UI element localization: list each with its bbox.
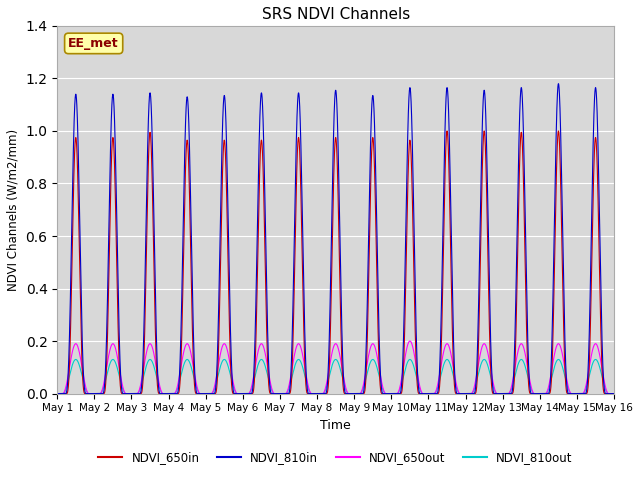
Title: SRS NDVI Channels: SRS NDVI Channels — [262, 7, 410, 22]
X-axis label: Time: Time — [320, 419, 351, 432]
Legend: NDVI_650in, NDVI_810in, NDVI_650out, NDVI_810out: NDVI_650in, NDVI_810in, NDVI_650out, NDV… — [94, 446, 577, 468]
Text: EE_met: EE_met — [68, 37, 119, 50]
Y-axis label: NDVI Channels (W/m2/mm): NDVI Channels (W/m2/mm) — [7, 129, 20, 291]
